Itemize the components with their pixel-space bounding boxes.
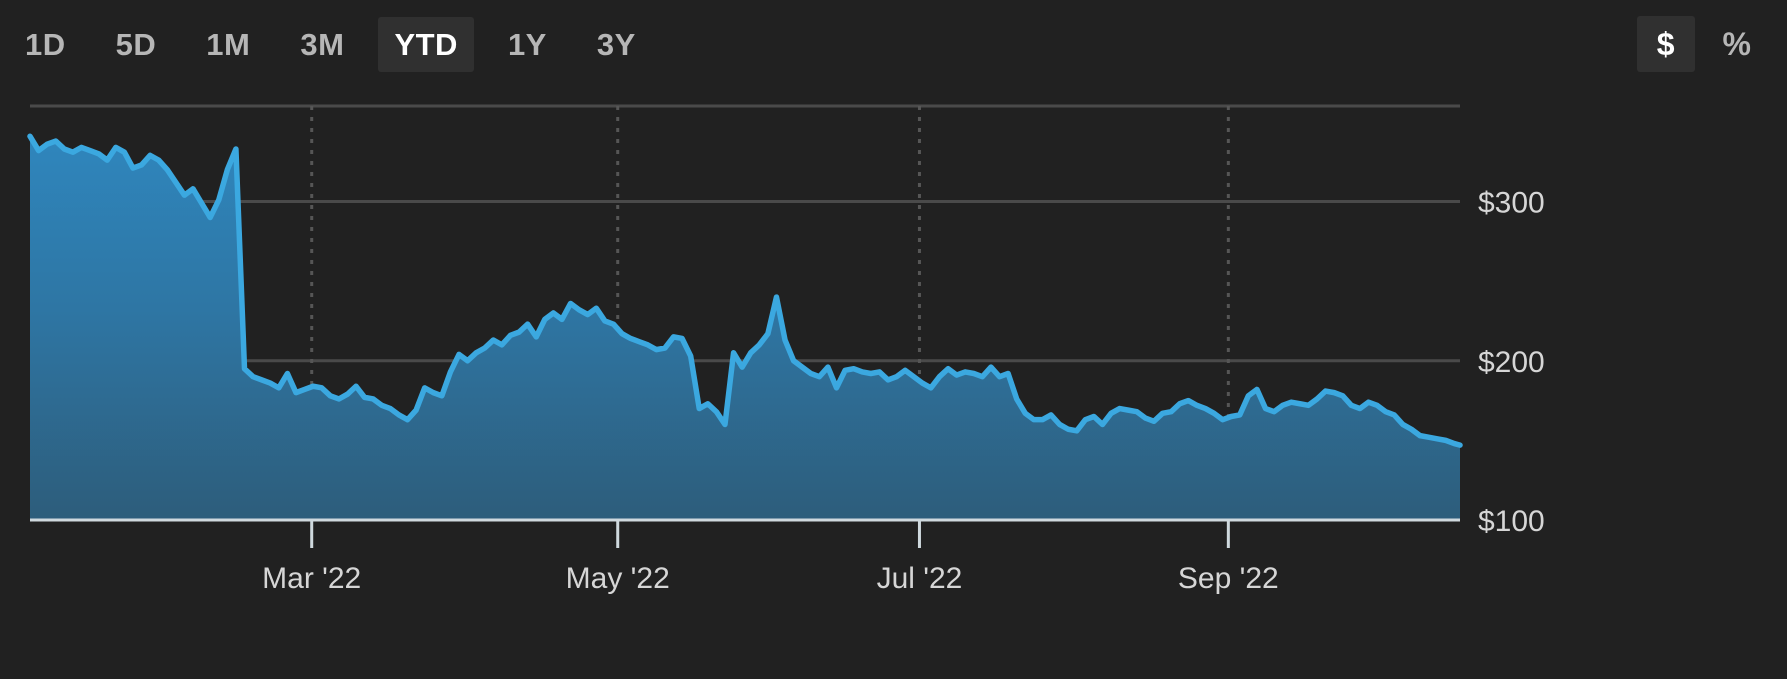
x-axis-label: May '22 — [566, 562, 670, 595]
range-1m[interactable]: 1M — [190, 17, 266, 72]
range-1d[interactable]: 1D — [9, 17, 82, 72]
price-series — [27, 133, 1463, 520]
range-3m[interactable]: 3M — [284, 17, 360, 72]
x-axis-label: Jul '22 — [877, 562, 963, 595]
chart-toolbar: 1D 5D 1M 3M YTD 1Y 3Y $% — [0, 0, 1787, 88]
price-area-chart: $100 $200 $300 Mar '22 May '22 Jul '22 Sep '2… — [27, 104, 1545, 595]
y-axis-label: $200 — [1478, 346, 1545, 379]
y-axis-label: $100 — [1478, 505, 1545, 538]
range-selector-group: 1D 5D 1M 3M YTD 1Y 3Y — [0, 0, 661, 88]
x-axis-ticks — [310, 520, 1230, 548]
x-axis-label: Mar '22 — [262, 562, 361, 595]
y-axis-labels: $100 $200 $300 — [1478, 187, 1545, 538]
x-axis-labels: Mar '22 May '22 Jul '22 Sep '22 — [262, 562, 1279, 595]
unit-selector-group: $% — [1629, 0, 1771, 88]
range-3y[interactable]: 3Y — [581, 17, 652, 72]
range-1y[interactable]: 1Y — [492, 17, 563, 72]
chart-area[interactable]: $100 $200 $300 Mar '22 May '22 Jul '22 Sep '2… — [0, 88, 1787, 679]
unit-dollar[interactable]: $ — [1636, 16, 1695, 72]
unit-percent[interactable]: % — [1703, 16, 1771, 72]
x-axis-label: Sep '22 — [1178, 562, 1279, 595]
y-axis-label: $300 — [1478, 187, 1545, 220]
range-ytd[interactable]: YTD — [378, 16, 474, 72]
range-5d[interactable]: 5D — [100, 17, 173, 72]
